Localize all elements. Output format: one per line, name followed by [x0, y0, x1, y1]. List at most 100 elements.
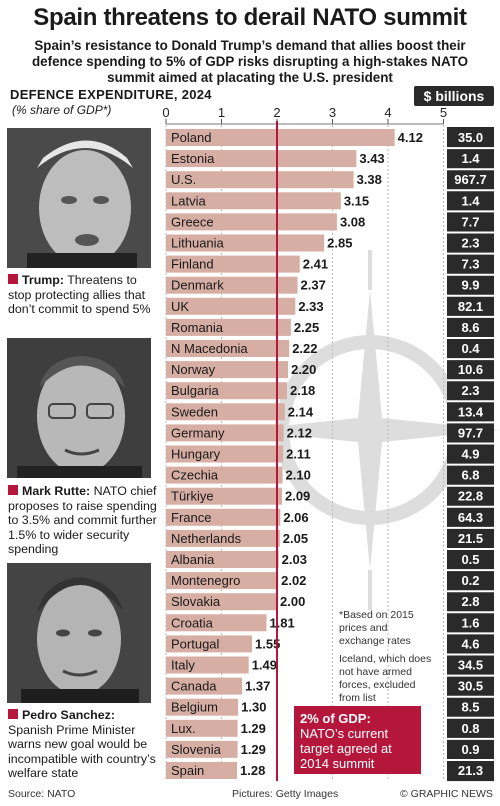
- bar-value-label: 2.18: [290, 383, 315, 398]
- bar-category-label: Czechia: [171, 468, 219, 483]
- billions-value: 13.4: [458, 404, 484, 419]
- bar: [166, 445, 284, 463]
- bar: [166, 614, 267, 632]
- bar-category-label: Croatia: [171, 615, 214, 630]
- bar-category-label: Slovenia: [171, 742, 222, 757]
- billions-value: 6.8: [461, 468, 479, 483]
- bar: [166, 551, 279, 568]
- bar: [166, 698, 239, 716]
- rutte-caption: Mark Rutte: NATO chief proposes to raise…: [8, 484, 157, 556]
- billions-value: 35.0: [458, 130, 483, 145]
- bar-value-label: 2.25: [294, 320, 319, 335]
- bar-value-label: 2.33: [298, 299, 323, 314]
- bar-value-label: 1.49: [252, 658, 277, 673]
- billions-value: 7.3: [461, 257, 479, 272]
- bar-category-label: Spain: [171, 763, 204, 778]
- bar-category-label: Albania: [171, 552, 215, 567]
- bar-value-label: 4.12: [398, 130, 423, 145]
- billions-value: 967.7: [454, 172, 487, 187]
- caption-marker-icon: [8, 485, 18, 495]
- x-tick-label: 1: [218, 105, 225, 120]
- bar: [166, 424, 284, 442]
- bar-category-label: Slovakia: [171, 594, 221, 609]
- billions-value: 9.9: [461, 278, 479, 293]
- billions-value: 8.5: [461, 700, 479, 715]
- bar-category-label: N Macedonia: [171, 341, 248, 356]
- bar-category-label: Denmark: [171, 278, 224, 293]
- bar-category-label: Portugal: [171, 636, 220, 651]
- x-axis-ticks: 0 1 2 3 4 5: [162, 105, 447, 125]
- billions-value: 1.4: [461, 151, 480, 166]
- bar-category-label: Norway: [171, 362, 216, 377]
- sanchez-caption: Pedro Sanchez: Spanish Prime Minister wa…: [8, 708, 156, 780]
- bar-value-label: 2.05: [283, 531, 308, 546]
- bar-category-label: Greece: [171, 214, 214, 229]
- x-tick-label: 0: [162, 105, 169, 120]
- bar-category-label: Belgium: [171, 700, 218, 715]
- bar-category-label: Poland: [171, 130, 211, 145]
- footnote: *Based on 2015 prices and exchange rates…: [339, 609, 432, 704]
- bar-value-label: 1.29: [241, 721, 266, 736]
- bar-category-label: Bulgaria: [171, 383, 219, 398]
- billions-value: 97.7: [458, 425, 483, 440]
- bar: [166, 719, 238, 737]
- bar: [166, 593, 277, 611]
- billions-value: 2.8: [461, 594, 479, 609]
- bar: [166, 403, 285, 421]
- billions-value: 8.6: [461, 320, 479, 335]
- bar: [166, 529, 280, 547]
- billions-value: 82.1: [458, 299, 483, 314]
- bar-value-label: 3.38: [357, 172, 382, 187]
- billions-column-header: $ billions: [414, 86, 494, 106]
- bar-value-label: 2.02: [281, 573, 306, 588]
- bar-category-label: Türkiye: [171, 489, 214, 504]
- chart-unit-label: (% share of GDP*): [12, 103, 112, 117]
- bar: [166, 150, 357, 168]
- billions-value: 0.5: [461, 552, 479, 567]
- bar-value-label: 2.10: [286, 468, 311, 483]
- billions-value: 1.4: [461, 193, 480, 208]
- bar: [166, 276, 298, 294]
- bar-value-label: 2.09: [285, 489, 310, 504]
- billions-value: 2.3: [461, 236, 479, 251]
- billions-value: 0.4: [461, 341, 480, 356]
- bar-category-label: Netherlands: [171, 531, 242, 546]
- bar-value-label: 1.81: [269, 615, 294, 630]
- x-tick-label: 4: [384, 105, 391, 120]
- billions-column-bg: [447, 127, 494, 782]
- bar-category-label: Montenegro: [171, 573, 240, 588]
- bar-category-label: Germany: [171, 425, 225, 440]
- trump-photo: [7, 128, 151, 268]
- bar-value-label: 2.11: [286, 447, 311, 462]
- bar-category-label: UK: [171, 299, 189, 314]
- rutte-photo: [7, 338, 151, 478]
- bar-value-label: 2.22: [292, 341, 317, 356]
- bar-category-label: Italy: [171, 658, 195, 673]
- billions-column: 35.0 1.4 967.7 1.4 7.7 2.3 7.3 9.9 82.1 8.6 0.4 10.…: [447, 127, 494, 782]
- bar-value-label: 1.30: [241, 700, 266, 715]
- billions-value: 4.6: [461, 636, 479, 651]
- billions-value: 34.5: [458, 658, 483, 673]
- bar-value-label: 3.43: [359, 151, 384, 166]
- bar-value-label: 3.15: [344, 193, 369, 208]
- billions-value: 21.5: [458, 531, 483, 546]
- bar: [166, 677, 243, 695]
- bar: [166, 635, 253, 653]
- bar: [166, 466, 283, 484]
- source-credit: Source: NATO: [8, 788, 76, 800]
- bar-value-label: 2.06: [283, 510, 308, 525]
- billions-value: 1.6: [461, 615, 479, 630]
- caption-marker-icon: [8, 274, 18, 284]
- bar-category-label: Canada: [171, 679, 217, 694]
- billions-value: 0.9: [461, 742, 479, 757]
- sanchez-portrait-image: [7, 563, 151, 703]
- billions-value: 2.3: [461, 383, 479, 398]
- page-subtitle: Spain’s resistance to Donald Trump’s dem…: [31, 38, 469, 85]
- billions-value: 21.3: [458, 763, 483, 778]
- bar-value-label: 1.28: [240, 763, 265, 778]
- bar-category-label: Sweden: [171, 404, 218, 419]
- bar: [166, 572, 279, 590]
- bar-value-label: 1.55: [255, 636, 280, 651]
- bar-value-label: 2.14: [288, 404, 314, 419]
